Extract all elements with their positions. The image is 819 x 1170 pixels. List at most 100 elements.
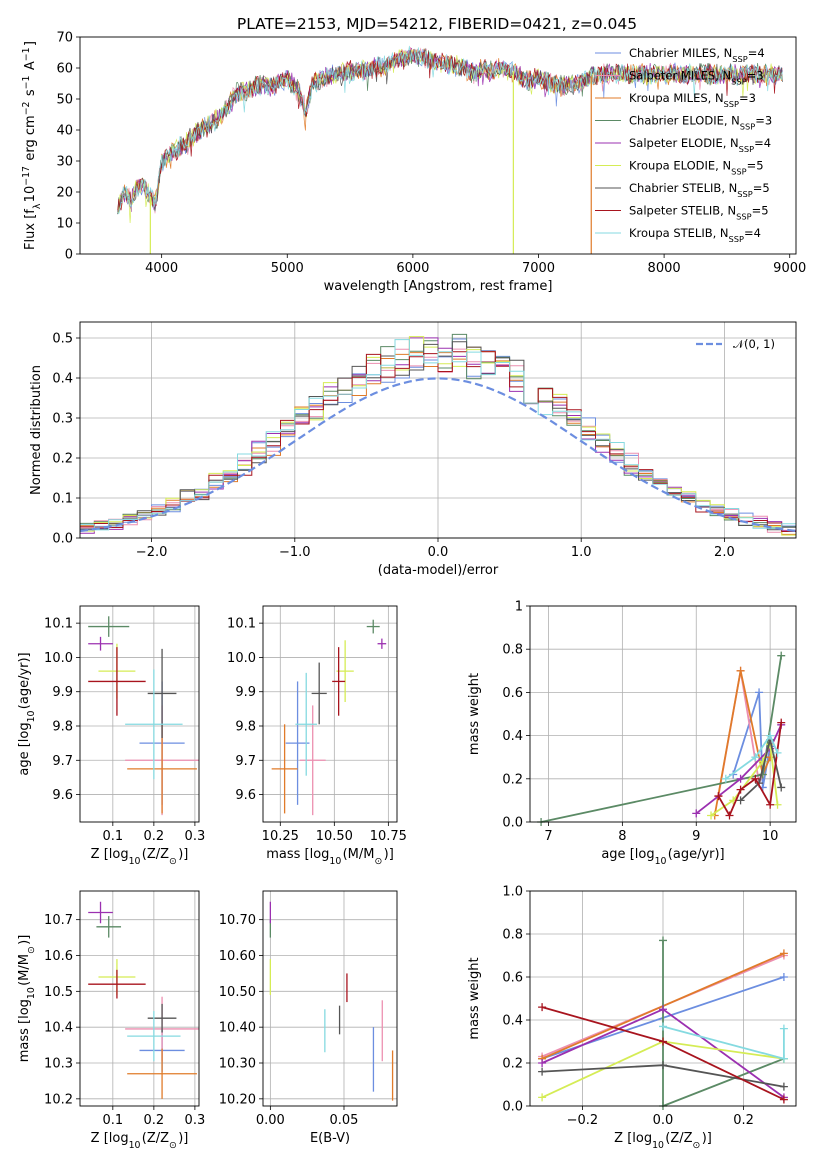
weight-marker [538,1003,547,1012]
x-tick-label: 0.2 [733,1113,754,1128]
y-tick-label: 0.2 [502,772,523,787]
y-tick-label: 10.40 [219,1021,256,1036]
x-tick-label: 10.50 [316,829,353,844]
x-tick-label: 9 [692,829,700,844]
legend-label: Salpeter STELIB, NSSP=5 [629,204,769,222]
x-tick-label: 0.3 [185,1113,206,1128]
x-tick-label: 4000 [145,261,178,276]
spectrum-panel: 4000 5000 6000 7000 8000 9000 0 10 20 30 40 50 60 70 w… [21,31,807,295]
weight-marker [766,800,775,809]
weight-marker [779,1082,788,1091]
x-tick-label: 10.25 [262,829,299,844]
x-tick-label: 0.00 [256,1113,285,1128]
y-tick-label: 0.4 [502,729,523,744]
mass-vs-metallicity-panel: 0.1 0.2 0.3 10.2 10.3 10.4 10.5 10.6 10.7 Z [log1… [17,890,206,1151]
weight-vs-metallicity-panel: −0.2 0.0 0.2 0.0 0.2 0.4 0.6 0.8 1.0 Z [log10 (Z/… [467,885,797,1151]
weight-marker [659,1005,667,1014]
y-tick-label: 0.5 [52,332,73,347]
age-vs-mass-panel: 10.25 10.50 10.75 9.6 9.7 9.8 9.9 10.0 10.1 mass … [227,605,407,867]
x-axis-label: age [log10 (age/yr)] [601,847,724,867]
data-point [336,640,354,702]
x-tick-label: 2.0 [714,545,735,560]
weight-marker [736,785,745,794]
data-point [88,901,113,924]
mass-vs-ebv-panel: 0.00 0.05 10.20 10.30 10.40 10.50 10.60 10.70 E(… [219,890,398,1146]
x-tick-label: −2.0 [136,545,168,560]
y-tick-label: 10.0 [44,651,73,666]
y-tick-label: 0.3 [52,412,73,427]
data-point [147,1003,177,1033]
y-axis-label: age [log10 (age/yr)] [17,652,37,775]
data-point [127,1011,181,1062]
y-tick-label: 0.2 [52,452,73,467]
y-tick-label: 9.9 [52,685,73,700]
x-tick-label: 0.1 [102,1113,123,1128]
x-tick-label: −1.0 [279,545,311,560]
weight-marker [766,731,775,740]
weight-marker [779,1054,788,1063]
x-axis-label: mass [log10 (M/M⊙ )] [266,847,394,867]
x-tick-label: 1.0 [571,545,592,560]
weight-marker [659,936,667,945]
legend-label: Chabrier ELODIE, NSSP=3 [629,114,772,132]
x-axis-label: Z [log10 (Z/Z⊙ )] [91,847,189,867]
y-tick-label: 0.2 [502,1057,523,1072]
y-axis-label: Normed distribution [29,365,44,495]
y-tick-label: 9.6 [52,788,73,803]
y-tick-label: 50 [56,93,73,108]
weight-series-line [725,733,779,780]
data-point [88,616,130,637]
figure-title: PLATE=2153, MJD=54212, FIBERID=0421, z=0… [237,15,637,33]
y-tick-label: 10.50 [219,985,256,1000]
weight-marker [736,796,745,805]
x-tick-label: 0.2 [144,829,165,844]
y-tick-label: 10 [56,217,73,232]
y-tick-label: 0.4 [502,1014,523,1029]
y-axis-label: mass [log10 (M/M⊙ )] [17,935,37,1063]
weight-marker [692,809,701,818]
y-tick-label: 10.2 [44,1092,73,1107]
y-tick-label: 70 [56,31,73,46]
legend-label: Chabrier MILES, NSSP=4 [629,46,765,64]
x-tick-label: 6000 [396,261,429,276]
data-point [88,969,146,999]
data-point [271,724,298,814]
legend-label: Salpeter MILES, NSSP=3 [629,69,764,87]
x-tick-label: 0.3 [185,829,206,844]
y-axis-label: Flux [fλ 10−17 erg cm−2 s−1 A−1 ] [21,41,43,250]
x-tick-label: 5000 [271,261,304,276]
y-tick-label: 0.6 [502,686,523,701]
x-tick-label: 0.1 [102,829,123,844]
weight-marker [707,811,716,820]
data-point [96,916,122,938]
x-axis-label: Z [log10 (Z/Z⊙ )] [614,1131,712,1151]
x-axis-label: Z [log10 (Z/Z⊙ )] [91,1131,189,1151]
x-axis-label: E(B-V) [310,1131,350,1146]
x-axis-label: (data-model)/error [378,563,499,578]
y-tick-label: 60 [56,62,73,77]
x-tick-label: 0.0 [428,545,449,560]
y-axis-label: mass weight [467,957,482,1039]
data-point [127,1048,197,1099]
y-tick-label: 0 [65,248,73,263]
weight-marker [721,774,730,783]
y-tick-label: 9.9 [235,685,256,700]
x-tick-label: 0.05 [330,1113,359,1128]
weight-marker [725,811,734,820]
weight-marker [538,1059,547,1067]
y-tick-label: 9.8 [52,720,73,735]
residuals-panel: −2.0 −1.0 0.0 1.0 2.0 0.0 0.1 0.2 0.3 0.4 0.5 (data… [29,321,797,578]
weight-marker [659,1037,667,1046]
weight-marker [779,1024,788,1033]
y-tick-label: 0.0 [502,816,523,831]
y-tick-label: 0.0 [502,1100,523,1115]
x-tick-label: 9000 [773,261,806,276]
data-point [88,636,113,651]
y-tick-label: 40 [56,124,73,139]
data-point [127,724,197,814]
x-tick-label: 8 [618,829,626,844]
y-tick-label: 10.30 [219,1057,256,1072]
y-tick-label: 1 [515,600,523,615]
x-tick-label: 10 [762,829,779,844]
